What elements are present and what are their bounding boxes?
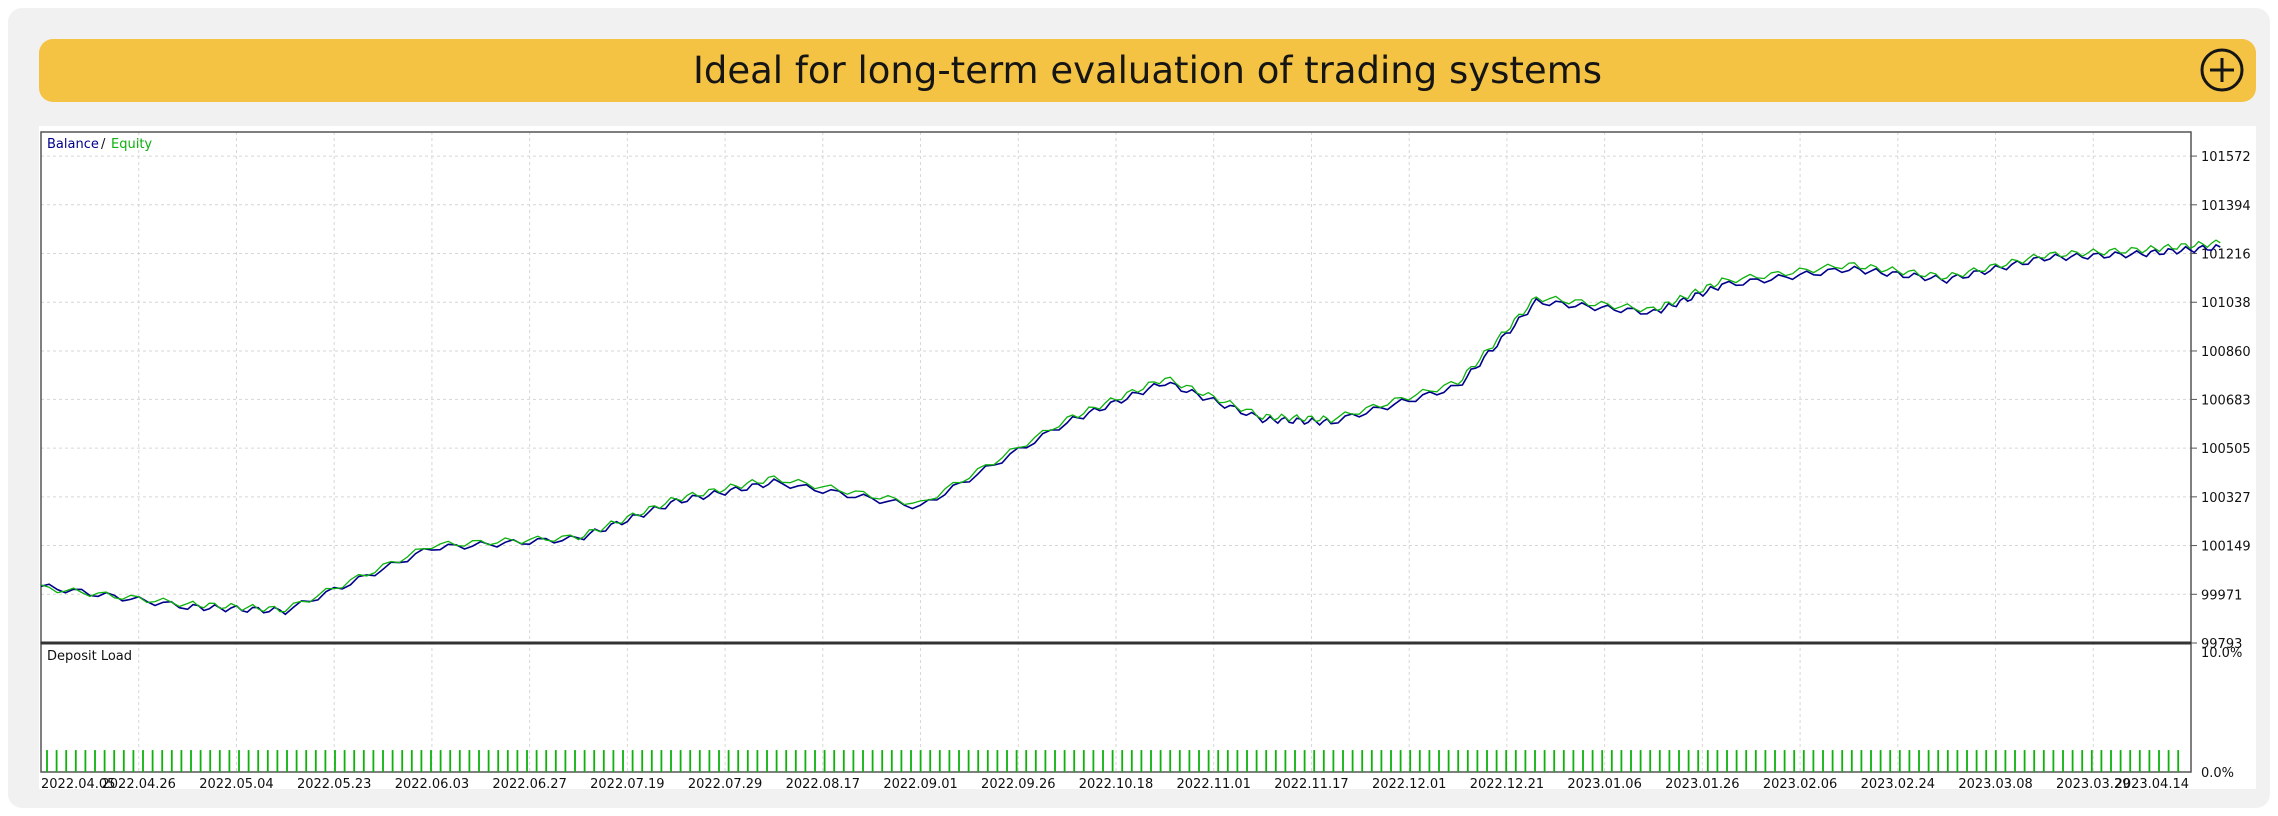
y-tick-label: 100860 [2201, 345, 2251, 360]
y-tick-label: 101394 [2201, 199, 2251, 214]
deposit-y-tick-label: 10.0% [2201, 646, 2242, 661]
x-tick-label: 2023.04.14 [2115, 777, 2189, 789]
y-tick-label: 100683 [2201, 393, 2251, 408]
x-tick-label: 2022.05.04 [199, 777, 273, 789]
x-tick-label: 2022.12.01 [1372, 777, 1446, 789]
equity-line [40, 239, 2221, 613]
deposit-load-title: Deposit Load [47, 649, 132, 664]
x-tick-label: 2023.03.29 [2056, 777, 2130, 789]
chart-card: Ideal for long-term evaluation of tradin… [8, 8, 2270, 808]
x-tick-label: 2023.03.08 [1958, 777, 2032, 789]
deposit-y-tick-label: 0.0% [2201, 766, 2234, 781]
x-tick-label: 2022.07.19 [590, 777, 664, 789]
x-tick-label: 2022.05.23 [297, 777, 371, 789]
chart-panel: 2022.04.05 2022.04.26 2022.05.04 2022.05.23… [39, 126, 2256, 789]
x-tick-label: 2023.01.26 [1665, 777, 1739, 789]
banner: Ideal for long-term evaluation of tradin… [39, 39, 2256, 102]
x-tick-label: 2023.01.06 [1567, 777, 1641, 789]
x-tick-label: 2022.10.18 [1079, 777, 1153, 789]
y-tick-label: 101572 [2201, 150, 2251, 165]
x-tick-label: 2022.12.21 [1470, 777, 1544, 789]
banner-title: Ideal for long-term evaluation of tradin… [692, 49, 1603, 92]
y-tick-label: 99793 [2201, 637, 2242, 652]
balance-line [40, 243, 2221, 616]
x-tick-label: 2022.07.29 [688, 777, 762, 789]
y-tick-label: 101038 [2201, 296, 2251, 311]
x-tick-label: 2022.04.26 [102, 777, 176, 789]
legend-balance: Balance [47, 137, 99, 152]
x-tick-label: 2023.02.24 [1861, 777, 1935, 789]
deposit-load-bars [46, 750, 2180, 772]
y-tick-label: 100327 [2201, 491, 2251, 506]
x-tick-label: 2022.11.01 [1177, 777, 1251, 789]
x-tick-label: 2023.02.06 [1763, 777, 1837, 789]
y-tick-label: 100149 [2201, 540, 2251, 555]
y-tick-label: 99971 [2201, 588, 2242, 603]
legend-separator: / [101, 137, 106, 152]
y-tick-label: 100505 [2201, 442, 2251, 457]
x-tick-label: 2022.08.17 [786, 777, 860, 789]
x-tick-label: 2022.06.27 [492, 777, 566, 789]
series-lines [40, 239, 2221, 616]
x-tick-label: 2022.11.17 [1274, 777, 1348, 789]
x-tick-label: 2022.09.26 [981, 777, 1055, 789]
y-tick-label: 101216 [2201, 248, 2251, 263]
x-tick-label: 2022.04.05 [41, 777, 115, 789]
x-tick-label: 2022.06.03 [395, 777, 469, 789]
x-tick-label: 2022.09.01 [883, 777, 957, 789]
legend-equity: Equity [111, 137, 152, 152]
grid [40, 132, 2192, 772]
plus-circle-icon[interactable] [2200, 48, 2244, 92]
